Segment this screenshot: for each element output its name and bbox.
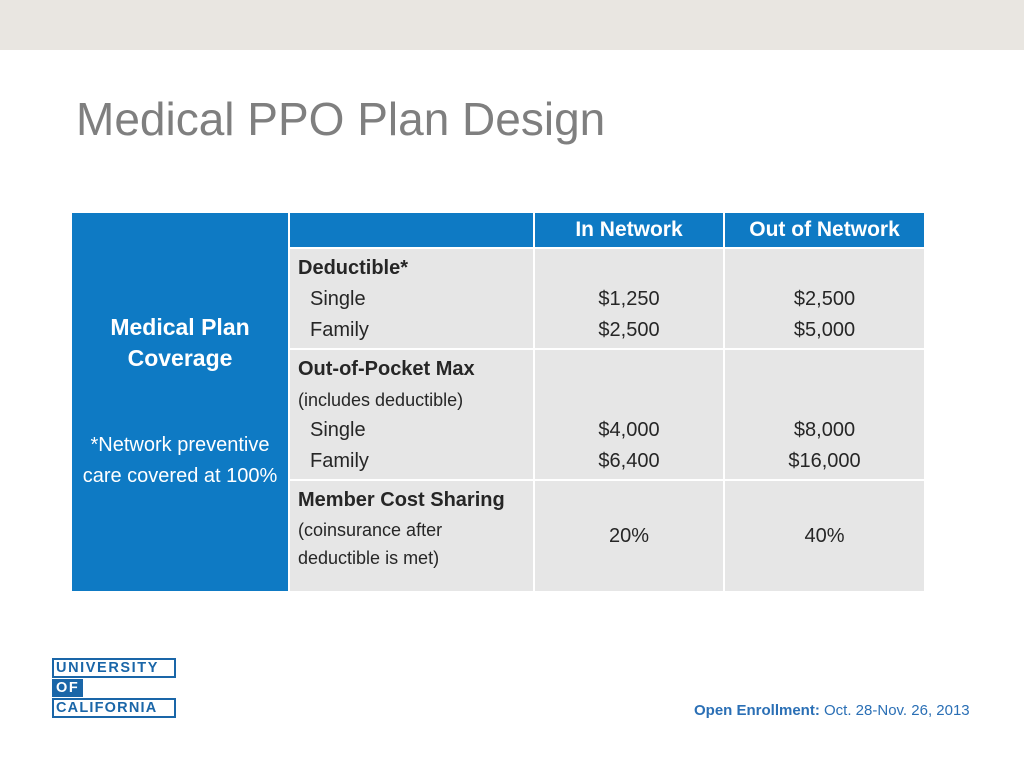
oop-max-note: (includes deductible)	[298, 390, 464, 410]
logo-line-of: OF	[52, 679, 84, 697]
deductible-out-family: $5,000	[793, 319, 856, 341]
cost-sharing-in-network: 20%	[533, 479, 725, 593]
deductible-family-label: Family	[310, 319, 369, 341]
row-label-deductible: Deductible* Single Family	[288, 247, 535, 350]
open-enrollment-label: Open Enrollment:	[694, 702, 820, 719]
cost-sharing-note: (coinsurance after deductible is met)	[298, 520, 443, 568]
open-enrollment-footer: Open Enrollment: Oct. 28-Nov. 26, 2013	[694, 702, 970, 719]
oop-single-label: Single	[310, 419, 366, 441]
row-label-out-of-pocket-max: Out-of-Pocket Max (includes deductible) …	[288, 348, 535, 481]
deductible-label: Deductible*	[298, 257, 409, 279]
deductible-out-single: $2,500	[793, 288, 856, 310]
oop-out-single: $8,000	[793, 419, 856, 441]
cost-sharing-label: Member Cost Sharing	[298, 489, 505, 511]
deductible-in-single: $1,250	[598, 288, 660, 310]
deductible-in-family: $2,500	[598, 319, 660, 341]
page-title: Medical PPO Plan Design	[76, 93, 606, 145]
deductible-in-network: $1,250 $2,500	[533, 247, 725, 350]
preventive-care-note: *Network preventive care covered at 100%	[82, 434, 278, 487]
cost-sharing-in-value: 20%	[608, 524, 650, 547]
column-header-out-of-network: Out of Network	[723, 211, 926, 249]
oop-in-family: $6,400	[598, 450, 660, 472]
oop-in-network: $4,000 $6,400	[533, 348, 725, 481]
coverage-sidebar: Medical Plan Coverage *Network preventiv…	[72, 211, 290, 593]
cost-sharing-out-network: 40%	[723, 479, 926, 593]
top-bar	[0, 0, 1024, 50]
deductible-single-label: Single	[310, 288, 366, 310]
logo-line-california: CALIFORNIA	[52, 698, 176, 718]
open-enrollment-dates: Oct. 28-Nov. 26, 2013	[824, 702, 970, 719]
university-of-california-logo: UNIVERSITY OF CALIFORNIA	[52, 658, 176, 718]
cost-sharing-out-value: 40%	[804, 524, 845, 547]
logo-line-university: UNIVERSITY	[52, 658, 176, 678]
column-header-blank	[288, 211, 535, 249]
oop-family-label: Family	[310, 450, 369, 472]
oop-out-network: $8,000 $16,000	[723, 348, 926, 481]
row-label-member-cost-sharing: Member Cost Sharing (coinsurance after d…	[288, 479, 535, 593]
oop-in-single: $4,000	[598, 419, 660, 441]
plan-table: Medical Plan Coverage *Network preventiv…	[72, 211, 926, 593]
oop-max-label: Out-of-Pocket Max	[298, 358, 475, 380]
oop-out-family: $16,000	[788, 450, 861, 472]
deductible-out-network: $2,500 $5,000	[723, 247, 926, 350]
column-header-in-network: In Network	[533, 211, 725, 249]
coverage-heading: Medical Plan Coverage	[110, 314, 250, 371]
